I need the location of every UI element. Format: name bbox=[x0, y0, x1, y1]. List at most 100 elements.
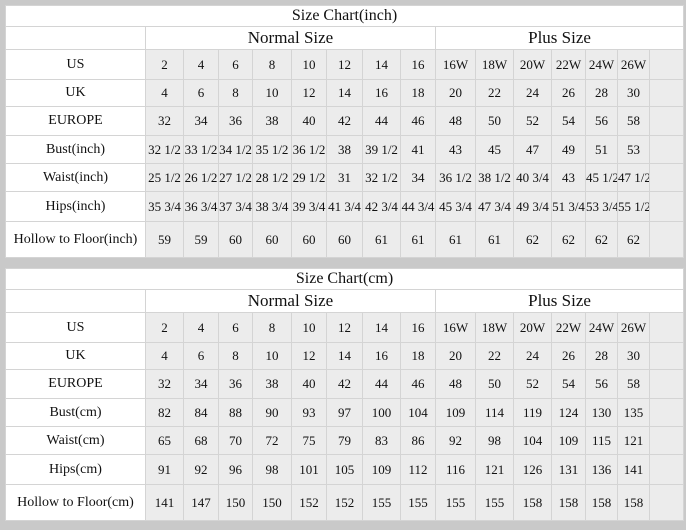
size-value: 16W bbox=[435, 49, 476, 80]
chart-title: Size Chart(inch) bbox=[4, 5, 685, 27]
size-value: 86 bbox=[400, 426, 436, 455]
size-value: 90 bbox=[252, 398, 292, 427]
size-value: 4 bbox=[145, 79, 184, 107]
size-value: 60 bbox=[291, 221, 327, 258]
size-value: 32 bbox=[145, 106, 184, 136]
size-value: 52 bbox=[513, 369, 552, 399]
size-value: 96 bbox=[218, 454, 253, 485]
size-value: 36 1/2 bbox=[291, 135, 327, 164]
size-value: 20W bbox=[513, 49, 552, 80]
table-row: US 2 4 6 8 10 12 14 16 16W 18W 20W 22W 24W 26W bbox=[5, 49, 685, 80]
size-value: 8 bbox=[218, 342, 253, 370]
table-row: Hollow to Floor(cm) 141 147 150 150 152 152 155… bbox=[5, 484, 685, 521]
row-label: Waist(cm) bbox=[5, 426, 146, 455]
table-row: US 2 4 6 8 10 12 14 16 16W 18W 20W 22W 24W 26W bbox=[5, 312, 685, 343]
size-value: 70 bbox=[218, 426, 253, 455]
size-value: 49 3/4 bbox=[513, 191, 552, 222]
size-value: 24W bbox=[585, 312, 618, 343]
size-value: 53 bbox=[617, 135, 650, 164]
size-value: 40 bbox=[291, 106, 327, 136]
header-corner bbox=[5, 26, 146, 50]
size-value: 20 bbox=[435, 79, 476, 107]
size-value: 38 bbox=[326, 135, 363, 164]
table-row: Bust(cm) 82 84 88 90 93 97 100 104 109 114 119 124 13… bbox=[5, 398, 685, 427]
size-chart-cm: Size Chart(cm) Normal Size Plus Size US 2 4 6 8… bbox=[4, 268, 685, 521]
size-value: 16 bbox=[400, 49, 436, 80]
size-value: 22W bbox=[551, 312, 586, 343]
empty-cell bbox=[648, 369, 685, 399]
size-value: 155 bbox=[362, 484, 401, 521]
size-value: 50 bbox=[475, 106, 514, 136]
size-value: 47 3/4 bbox=[475, 191, 514, 222]
size-value: 135 bbox=[617, 398, 650, 427]
size-value: 56 bbox=[585, 106, 618, 136]
size-value: 26W bbox=[617, 49, 650, 80]
row-label: UK bbox=[5, 342, 146, 370]
size-value: 18W bbox=[475, 312, 514, 343]
size-value: 36 3/4 bbox=[183, 191, 219, 222]
size-value: 124 bbox=[551, 398, 586, 427]
size-value: 152 bbox=[291, 484, 327, 521]
size-value: 44 bbox=[362, 369, 401, 399]
size-chart-inch: Size Chart(inch) Normal Size Plus Size US 2 4… bbox=[4, 5, 685, 258]
size-value: 25 1/2 bbox=[145, 163, 184, 192]
size-value: 104 bbox=[513, 426, 552, 455]
size-value: 45 1/2 bbox=[585, 163, 618, 192]
size-value: 46 bbox=[400, 106, 436, 136]
size-value: 4 bbox=[183, 312, 219, 343]
empty-cell bbox=[648, 135, 685, 164]
empty-cell bbox=[648, 106, 685, 136]
size-value: 84 bbox=[183, 398, 219, 427]
size-value: 8 bbox=[252, 312, 292, 343]
size-value: 92 bbox=[183, 454, 219, 485]
size-value: 61 bbox=[435, 221, 476, 258]
size-value: 91 bbox=[145, 454, 184, 485]
row-label: EUROPE bbox=[5, 369, 146, 399]
size-value: 100 bbox=[362, 398, 401, 427]
size-value: 65 bbox=[145, 426, 184, 455]
size-value: 88 bbox=[218, 398, 253, 427]
size-value: 58 bbox=[617, 369, 650, 399]
size-value: 50 bbox=[475, 369, 514, 399]
size-value: 121 bbox=[617, 426, 650, 455]
size-value: 35 3/4 bbox=[145, 191, 184, 222]
size-value: 109 bbox=[435, 398, 476, 427]
size-value: 54 bbox=[551, 106, 586, 136]
size-value: 24W bbox=[585, 49, 618, 80]
size-value: 136 bbox=[585, 454, 618, 485]
size-value: 48 bbox=[435, 369, 476, 399]
size-value: 41 3/4 bbox=[326, 191, 363, 222]
size-value: 30 bbox=[617, 79, 650, 107]
size-value: 158 bbox=[617, 484, 650, 521]
size-value: 152 bbox=[326, 484, 363, 521]
size-value: 61 bbox=[362, 221, 401, 258]
row-label: Waist(inch) bbox=[5, 163, 146, 192]
size-value: 59 bbox=[145, 221, 184, 258]
size-value: 105 bbox=[326, 454, 363, 485]
size-value: 6 bbox=[218, 49, 253, 80]
size-value: 33 1/2 bbox=[183, 135, 219, 164]
size-value: 60 bbox=[326, 221, 363, 258]
size-value: 116 bbox=[435, 454, 476, 485]
size-value: 82 bbox=[145, 398, 184, 427]
empty-cell bbox=[648, 49, 685, 80]
size-value: 12 bbox=[291, 342, 327, 370]
size-value: 53 3/4 bbox=[585, 191, 618, 222]
size-value: 121 bbox=[475, 454, 514, 485]
size-value: 39 1/2 bbox=[362, 135, 401, 164]
size-value: 28 bbox=[585, 342, 618, 370]
size-value: 16W bbox=[435, 312, 476, 343]
size-value: 150 bbox=[252, 484, 292, 521]
empty-cell bbox=[648, 163, 685, 192]
size-value: 6 bbox=[183, 342, 219, 370]
size-value: 12 bbox=[291, 79, 327, 107]
size-value: 141 bbox=[145, 484, 184, 521]
size-value: 2 bbox=[145, 312, 184, 343]
size-value: 31 bbox=[326, 163, 363, 192]
size-value: 109 bbox=[551, 426, 586, 455]
size-value: 34 bbox=[183, 369, 219, 399]
size-value: 36 bbox=[218, 369, 253, 399]
table-row: Hollow to Floor(inch) 59 59 60 60 60 60 61 61 61 6… bbox=[5, 221, 685, 258]
empty-cell bbox=[648, 454, 685, 485]
size-value: 44 3/4 bbox=[400, 191, 436, 222]
